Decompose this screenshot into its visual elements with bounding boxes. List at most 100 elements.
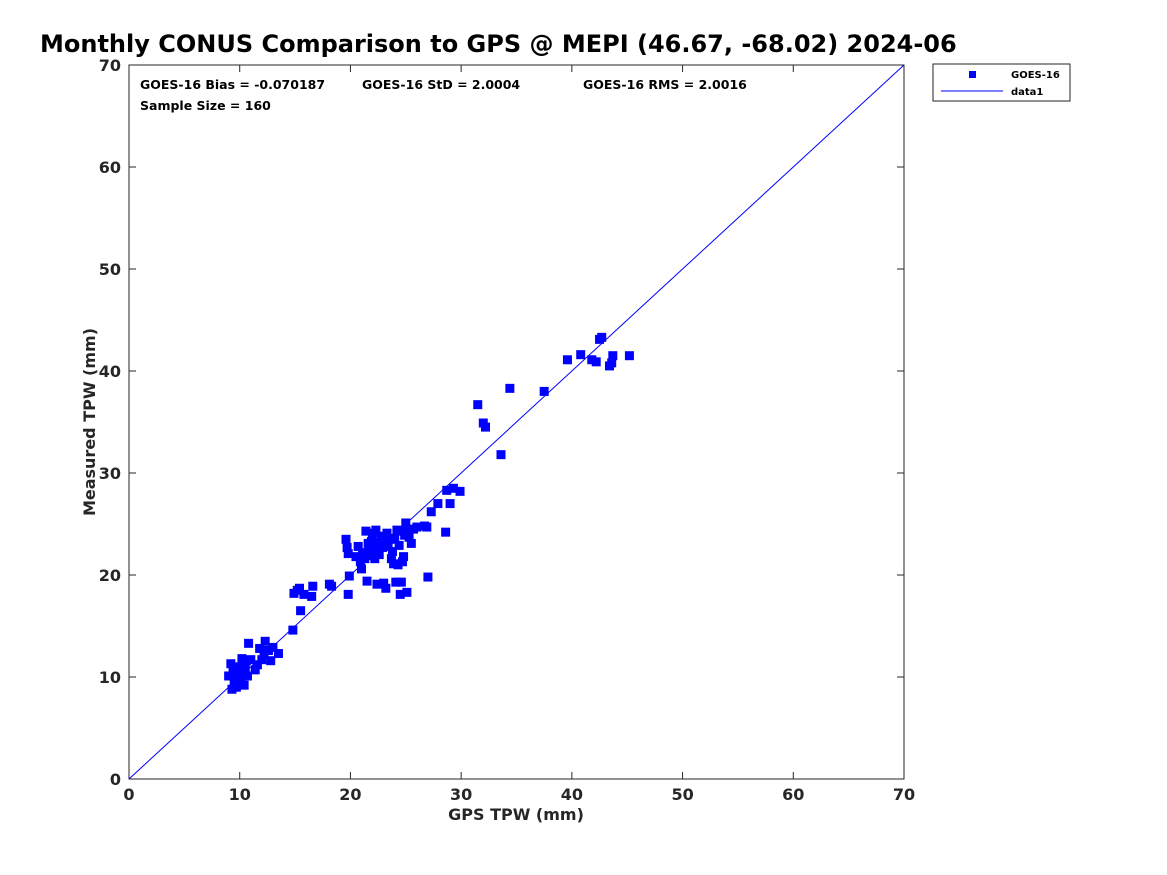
- x-tick-label: 0: [123, 785, 134, 804]
- goes16-point: [388, 547, 397, 557]
- goes16-point: [343, 589, 353, 599]
- goes16-point: [396, 577, 406, 587]
- goes16-point: [342, 542, 352, 552]
- goes16-point: [597, 332, 607, 342]
- goes16-point: [361, 526, 371, 536]
- goes16-point: [327, 581, 337, 591]
- goes16-point: [255, 643, 265, 653]
- goes16-point: [295, 583, 304, 593]
- goes16-point: [448, 483, 458, 493]
- goes16-point: [240, 664, 250, 674]
- goes16-point: [244, 638, 254, 648]
- goes16-point: [422, 522, 432, 532]
- stat-rms: GOES-16 RMS = 2.0016: [583, 77, 747, 92]
- x-axis-label: GPS TPW (mm): [448, 805, 584, 824]
- goes16-point: [562, 355, 572, 365]
- y-axis-label: Measured TPW (mm): [80, 328, 99, 516]
- y-tick-label: 50: [99, 260, 121, 279]
- goes16-point: [357, 564, 366, 574]
- goes16-point: [390, 533, 400, 543]
- y-tick-label: 70: [99, 56, 121, 75]
- goes16-point: [496, 450, 506, 460]
- goes16-point: [383, 541, 393, 551]
- goes16-point: [412, 522, 422, 532]
- goes16-point: [288, 625, 298, 635]
- goes16-point: [231, 682, 241, 692]
- goes16-point: [403, 525, 413, 535]
- goes16-point: [250, 665, 260, 675]
- goes16-point: [423, 572, 433, 582]
- x-tick-label: 30: [450, 785, 472, 804]
- goes16-point: [445, 499, 455, 509]
- goes16-point: [344, 571, 354, 581]
- goes16-point: [394, 540, 404, 550]
- goes16-point: [268, 642, 278, 652]
- goes16-point: [353, 541, 363, 551]
- goes16-point: [233, 670, 242, 680]
- goes16-point: [402, 587, 412, 597]
- y-tick-label: 20: [99, 566, 121, 585]
- goes16-point: [442, 485, 452, 495]
- goes16-point: [358, 548, 368, 558]
- goes16-point: [473, 400, 483, 410]
- goes16-point: [257, 655, 267, 665]
- goes16-point: [296, 606, 306, 616]
- goes16-point: [252, 660, 262, 670]
- goes16-point: [351, 552, 361, 562]
- goes16-point: [397, 557, 407, 567]
- x-axis-ticks: 0 10 20 30 40 50 60 70: [123, 65, 915, 804]
- goes16-point: [236, 675, 246, 685]
- goes16-point: [273, 649, 283, 659]
- goes16-point: [607, 358, 617, 368]
- goes16-point: [455, 486, 465, 496]
- goes16-point: [372, 579, 382, 589]
- goes16-point: [433, 499, 443, 509]
- legend-goes16-marker: [969, 71, 976, 78]
- legend: GOES-16 data1: [932, 63, 1071, 102]
- goes16-point: [608, 351, 618, 361]
- goes16-point: [576, 350, 586, 360]
- goes16-point: [399, 552, 409, 562]
- series-goes16-points: [224, 332, 634, 694]
- y-axis-ticks: 0 10 20 30 40 50 60 70: [99, 56, 904, 789]
- goes16-point: [379, 578, 389, 588]
- goes16-point: [246, 655, 256, 665]
- goes16-point: [382, 528, 392, 538]
- goes16-point: [591, 357, 601, 367]
- goes16-point: [373, 537, 383, 547]
- goes16-point: [266, 656, 276, 666]
- goes16-point: [505, 383, 515, 393]
- y-tick-label: 60: [99, 158, 121, 177]
- chart-title: Monthly CONUS Comparison to GPS @ MEPI (…: [40, 30, 957, 58]
- goes16-point: [376, 531, 386, 541]
- legend-box: [932, 63, 1071, 102]
- x-tick-label: 50: [671, 785, 693, 804]
- goes16-point: [239, 680, 249, 690]
- goes16-point: [360, 554, 370, 564]
- stat-sample-size: Sample Size = 160: [140, 98, 271, 113]
- goes16-point: [343, 549, 353, 559]
- goes16-point: [341, 534, 351, 544]
- y-tick-label: 0: [110, 770, 121, 789]
- goes16-point: [404, 532, 414, 542]
- goes16-point: [441, 527, 451, 537]
- goes16-point: [369, 546, 379, 556]
- x-tick-label: 10: [229, 785, 251, 804]
- goes16-point: [371, 525, 381, 535]
- goes16-point: [362, 576, 372, 586]
- stat-bias: GOES-16 Bias = -0.070187: [140, 77, 325, 92]
- goes16-point: [401, 518, 411, 528]
- goes16-point: [299, 589, 309, 599]
- goes16-point: [307, 591, 317, 601]
- y-tick-label: 40: [99, 362, 121, 381]
- goes16-point: [260, 636, 270, 646]
- goes16-point: [406, 538, 416, 548]
- goes16-point: [229, 676, 239, 686]
- x-tick-label: 40: [561, 785, 583, 804]
- goes16-point: [381, 583, 391, 593]
- goes16-point: [395, 589, 405, 599]
- stat-std: GOES-16 StD = 2.0004: [362, 77, 520, 92]
- goes16-point: [374, 550, 384, 560]
- x-tick-label: 20: [339, 785, 361, 804]
